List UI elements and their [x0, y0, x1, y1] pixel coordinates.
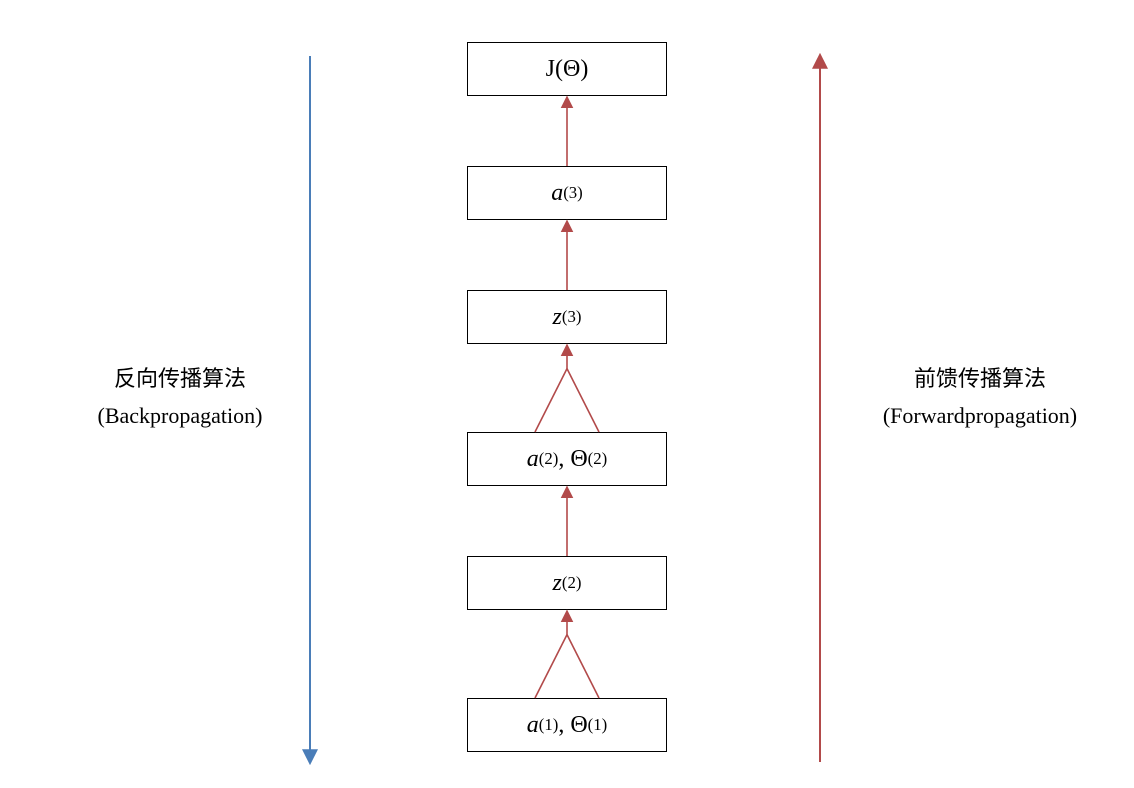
right-label: 前馈传播算法 (Forwardpropagation) — [860, 360, 1100, 435]
right-label-cn: 前馈传播算法 — [860, 360, 1100, 397]
node-a3: a(3) — [467, 166, 667, 220]
node-a1-theta1: a(1), Θ(1) — [467, 698, 667, 752]
left-label: 反向传播算法 (Backpropagation) — [70, 360, 290, 435]
right-label-en: (Forwardpropagation) — [860, 397, 1100, 434]
left-label-en: (Backpropagation) — [70, 397, 290, 434]
node-a2-theta2: a(2), Θ(2) — [467, 432, 667, 486]
node-z2: z(2) — [467, 556, 667, 610]
diagram-canvas: 反向传播算法 (Backpropagation) 前馈传播算法 (Forward… — [0, 0, 1134, 788]
left-label-cn: 反向传播算法 — [70, 360, 290, 397]
node-j-theta: J(Θ) — [467, 42, 667, 96]
node-z3: z(3) — [467, 290, 667, 344]
